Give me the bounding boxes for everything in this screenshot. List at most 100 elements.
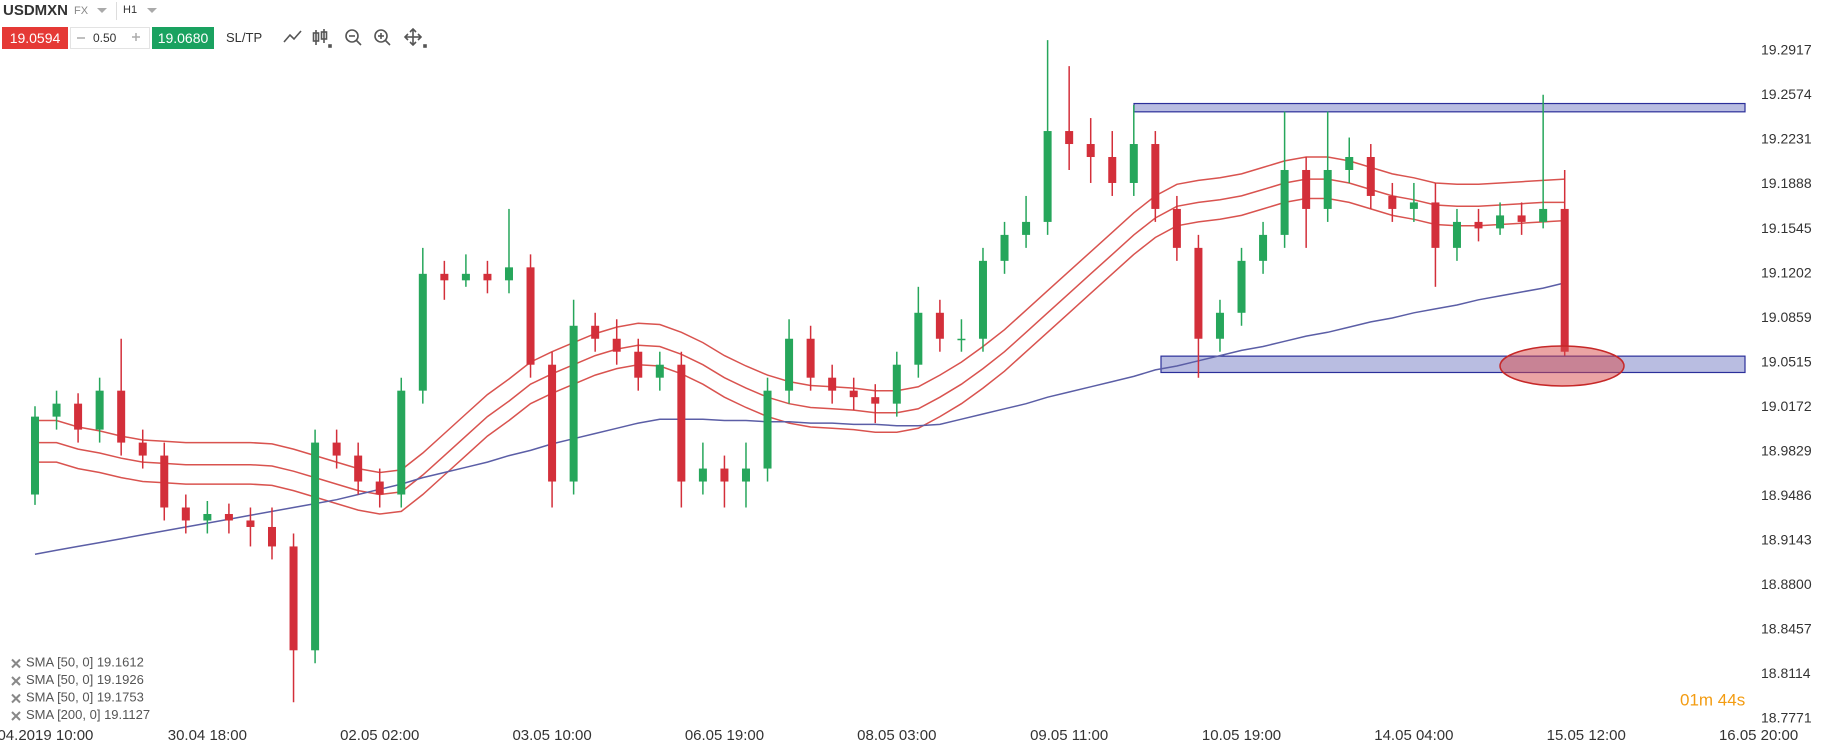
price-zone [1160, 355, 1746, 374]
y-tick-label: 19.2574 [1761, 86, 1812, 102]
legend-name: SMA [200, 0] [26, 707, 100, 722]
legend-value: 19.1127 [104, 707, 150, 722]
candle-body [1043, 131, 1052, 222]
candle-body [224, 513, 233, 521]
y-tick-label: 19.1202 [1761, 264, 1812, 280]
candle-body [203, 513, 212, 521]
legend-entry[interactable]: SMA [200, 0] 19.1127 [11, 707, 150, 722]
legend-value: 19.1753 [97, 690, 144, 705]
candle-body [526, 267, 535, 365]
sma-line [35, 178, 1565, 496]
line-chart-icon[interactable] [283, 30, 302, 43]
candle-body [354, 455, 363, 482]
legend-text: SMA [50, 0] 19.1926 [26, 672, 144, 687]
x-tick-label: 29.04.2019 10:00 [0, 727, 93, 744]
candle-body [117, 390, 126, 443]
legend-remove-icon [11, 711, 21, 721]
y-tick-label: 18.9486 [1761, 487, 1812, 503]
candle-body [1366, 157, 1375, 196]
candle-body [246, 520, 255, 527]
candle-body [1000, 234, 1009, 261]
candle-body [1302, 169, 1311, 209]
candle-body [698, 468, 707, 482]
legend-text: SMA [200, 0] 19.1127 [26, 707, 150, 722]
candle-body [1452, 221, 1461, 248]
candle-body [160, 455, 169, 508]
candle-body [720, 468, 729, 482]
zoom-out-icon[interactable] [345, 29, 362, 46]
price-zone [1133, 102, 1746, 113]
candle-body [440, 273, 449, 281]
candle-body [634, 351, 643, 378]
x-tick-label: 15.05 12:00 [1547, 727, 1626, 744]
timeframe-box[interactable] [116, 2, 163, 20]
market-caret[interactable] [96, 7, 108, 15]
candle-body [332, 442, 341, 456]
sltp-button[interactable]: SL/TP [226, 30, 263, 45]
y-tick-label: 18.9829 [1761, 443, 1812, 459]
legend-entry[interactable]: SMA [50, 0] 19.1612 [11, 655, 144, 670]
y-tick-label: 18.7771 [1761, 710, 1812, 726]
zoom-in-icon[interactable] [374, 29, 391, 46]
x-tick-label: 06.05 19:00 [685, 727, 764, 744]
countdown: 01m 44s [1680, 690, 1745, 709]
candle-body [1215, 312, 1224, 339]
candle-body [461, 273, 470, 281]
y-tick-label: 19.0515 [1761, 353, 1812, 369]
candle-body [31, 416, 39, 495]
candle-icon[interactable] [312, 29, 332, 48]
candle-body [1409, 202, 1418, 209]
candle-body [1108, 157, 1117, 183]
candle-body [1259, 234, 1268, 261]
x-tick-label: 14.05 04:00 [1374, 727, 1453, 744]
minus-icon[interactable] [76, 34, 86, 42]
move-icon[interactable] [403, 27, 427, 48]
plus-icon[interactable] [131, 32, 141, 42]
y-tick-label: 19.1545 [1761, 220, 1812, 236]
timeframe[interactable]: H1 [123, 4, 138, 16]
y-tick-label: 18.8457 [1761, 621, 1812, 637]
spread: 0.50 [93, 31, 117, 45]
candle-body [1539, 208, 1548, 222]
y-tick-label: 19.0859 [1761, 309, 1812, 325]
x-tick-label: 16.05 20:00 [1719, 727, 1798, 744]
candle-body [548, 364, 557, 482]
candle-body [1431, 202, 1440, 248]
legend-text: SMA [50, 0] 19.1612 [26, 655, 144, 670]
candle-body [1194, 247, 1203, 339]
symbol[interactable]: USDMXN [3, 2, 69, 19]
candle-body [138, 442, 147, 456]
legend-name: SMA [50, 0] [26, 690, 93, 705]
bid-button[interactable]: 19.0594 [2, 27, 68, 49]
legend-value: 19.1926 [97, 672, 144, 687]
candle-body [1280, 169, 1289, 235]
legend-remove-icon [11, 658, 21, 669]
legend-name: SMA [50, 0] [26, 655, 93, 670]
candle-body [914, 312, 923, 365]
candle-body [1022, 221, 1031, 235]
candle-body [1086, 144, 1095, 158]
legend-entry[interactable]: SMA [50, 0] 19.1926 [11, 672, 144, 687]
candle-body [1323, 169, 1332, 209]
candle-body [181, 507, 190, 521]
y-tick-label: 18.8114 [1761, 665, 1811, 681]
candle-body [591, 325, 600, 339]
ask-button[interactable]: 19.0680 [152, 27, 214, 49]
y-tick-label: 18.8800 [1761, 576, 1812, 592]
x-tick-label: 10.05 19:00 [1202, 727, 1281, 744]
candle-body [569, 325, 578, 482]
legend-entry[interactable]: SMA [50, 0] 19.1753 [11, 690, 144, 705]
timeframe-caret[interactable] [146, 7, 158, 15]
candle-body [418, 273, 427, 391]
candle-body [74, 403, 83, 430]
candle-body [375, 481, 384, 495]
candle-body [1496, 215, 1505, 229]
candle-body [1345, 157, 1354, 170]
candle-body [892, 364, 901, 404]
market[interactable]: FX [74, 5, 89, 17]
candle-body [935, 312, 944, 339]
candle-body [849, 390, 858, 398]
candle-body [1517, 215, 1526, 222]
legend-value: 19.1612 [97, 655, 144, 670]
